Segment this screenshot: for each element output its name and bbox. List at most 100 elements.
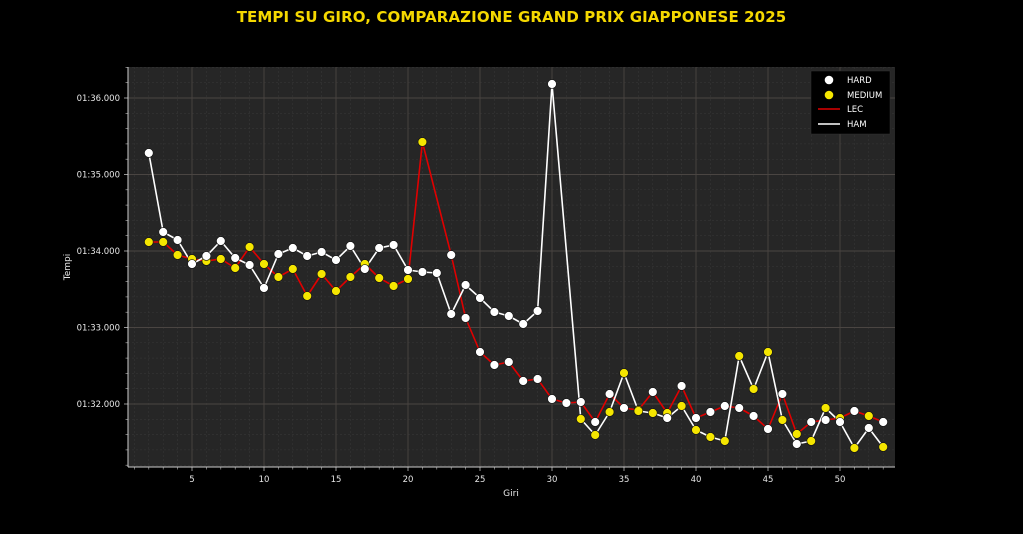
ham-lap-marker [432,268,442,278]
x-tick-label: 45 [763,475,774,485]
ham-lap-marker [604,407,615,417]
ham-lap-marker [518,319,528,329]
legend-lec: LEC [847,105,863,115]
x-tick-label: 15 [331,475,342,485]
ham-lap-marker [633,406,644,416]
lec-lap-marker [302,291,312,301]
lec-lap-marker [705,407,716,417]
x-axis-label: Giri [503,489,519,499]
ham-lap-marker [763,347,773,357]
ham-lap-marker [244,260,255,270]
plot-area [128,67,895,467]
lec-lap-marker [561,398,572,408]
lec-lap-marker [489,360,500,370]
x-tick-label: 35 [619,475,630,485]
x-tick-label: 25 [475,475,486,485]
lec-lap-marker [518,376,528,386]
ham-lap-marker [187,259,197,269]
ham-lap-marker [417,267,428,277]
ham-lap-marker [446,309,456,319]
ham-lap-marker [489,307,500,317]
hard-marker-icon [824,75,834,85]
lec-lap-marker [403,274,413,284]
legend-hard: HARD [847,76,872,86]
lec-lap-marker [878,417,888,427]
ham-lap-marker [820,403,831,413]
ham-lap-marker [590,430,600,440]
ham-lap-marker [302,251,312,261]
ham-lap-marker [316,247,327,257]
lec-lap-marker [244,242,255,252]
lec-lap-marker [748,411,759,421]
lec-lap-marker [691,413,701,423]
ham-lap-marker [619,368,629,378]
lec-lap-marker [619,403,629,413]
lec-lap-marker [475,347,485,357]
x-tick-label: 40 [691,475,702,485]
ham-lap-marker [532,306,543,316]
lec-lap-marker [273,272,284,282]
y-axis-label: Tempi [63,254,73,282]
ham-lap-marker [691,425,701,435]
ham-lap-marker [475,293,485,303]
grid [128,67,895,467]
axes: 5 10 15 20 25 30 35 40 45 50 01:32.000 01:33.000 01:… [77,67,895,485]
ham-lap-marker [792,439,802,449]
lec-lap-marker [158,237,168,247]
ham-lap-marker [547,79,557,89]
ham-lap-marker [331,255,341,265]
ham-lap-marker [662,413,672,423]
lec-lap-marker [288,264,298,274]
lec-lap-marker [144,237,154,247]
ham-lap-marker [648,408,658,418]
legend-medium: MEDIUM [847,91,882,101]
y-tick-label: 01:35.000 [77,171,120,181]
x-tick-label: 30 [547,475,558,485]
lec-lap-marker [316,269,327,279]
ham-lap-marker [360,264,370,274]
ham-lap-marker [259,283,269,293]
ham-lap-marker [158,227,168,237]
ham-lap-marker [835,417,845,427]
ham-lap-marker [720,436,730,446]
lec-lap-marker [720,401,730,411]
ham-lap-marker [403,265,413,275]
chart-title: TEMPI SU GIRO, COMPARAZIONE GRAND PRIX G… [236,8,787,26]
lec-lap-marker [345,272,356,282]
ham-lap-marker [576,414,586,424]
y-tick-label: 01:33.000 [77,324,120,334]
ham-lap-marker [172,235,183,245]
lec-lap-marker [446,250,456,260]
lec-lap-marker [216,254,226,264]
lec-lap-marker [460,313,471,323]
lec-lap-marker [590,417,600,427]
x-tick-label: 50 [835,475,846,485]
ham-lap-marker [777,415,788,425]
ham-lap-marker [504,311,514,321]
ham-lap-marker [864,423,874,433]
lec-lap-marker [734,403,744,413]
lec-lap-marker [648,387,658,397]
lec-lap-marker [676,381,687,391]
ham-lap-marker [460,280,471,290]
y-tick-label: 01:32.000 [77,400,120,410]
ham-lap-marker [201,251,212,261]
lec-lap-marker [576,397,586,407]
legend: HARD MEDIUM LEC HAM [810,70,891,135]
ham-lap-marker [374,243,384,253]
ham-lap-marker [273,249,284,259]
y-tick-label: 01:34.000 [77,247,120,257]
ham-lap-marker [288,243,298,253]
ham-lap-marker [734,351,744,361]
series-markers [144,79,888,453]
lec-lap-marker [806,417,816,427]
ham-lap-marker [878,442,888,452]
lec-lap-marker [547,394,557,404]
ham-lap-marker [345,241,356,251]
lec-lap-marker [230,263,240,273]
ham-lap-marker [806,436,816,446]
lec-lap-marker [504,357,514,367]
ham-lap-marker [705,432,716,442]
ham-lap-marker [230,253,240,263]
